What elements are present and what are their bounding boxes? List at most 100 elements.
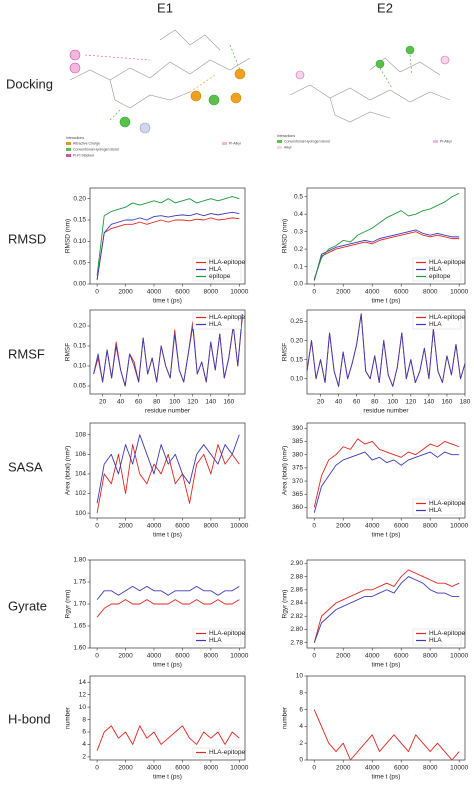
x-tick-label: 10000	[450, 765, 468, 772]
x-tick-label: 2000	[336, 523, 351, 530]
plot-frame	[89, 187, 246, 285]
y-axis-label: RMSF	[65, 343, 72, 361]
x-tick-label: 4000	[365, 765, 380, 772]
y-tick-label: 0.2	[294, 246, 303, 253]
x-tick-label: 140	[423, 399, 434, 406]
x-tick-label: 40	[117, 399, 125, 406]
y-tick-label: 102	[75, 490, 86, 497]
y-tick-label: 0.20	[73, 323, 86, 330]
x-tick-label: 6000	[175, 523, 190, 530]
legend-label: HLA	[429, 507, 442, 514]
legend-label: HLA-epitope	[209, 259, 246, 266]
x-tick-label: 20	[317, 399, 325, 406]
y-tick-label: 360	[292, 504, 303, 511]
y-tick-label: 0.05	[73, 383, 86, 390]
y-tick-label: 390	[292, 425, 303, 432]
x-tick-label: 100	[387, 399, 398, 406]
plot-frame	[306, 422, 466, 519]
column-label: E2	[377, 0, 393, 15]
x-tick-label: 2000	[336, 289, 351, 296]
y-tick-label: 0.15	[73, 217, 86, 224]
y-axis-label: RMSD (nm)	[282, 219, 289, 253]
plot-frame	[306, 559, 466, 649]
x-tick-label: 0	[312, 289, 316, 296]
y-axis-label: RMSF	[282, 343, 289, 361]
y-tick-label: 0.15	[73, 343, 86, 350]
y-tick-label: 100	[75, 510, 86, 517]
x-tick-label: 8000	[423, 765, 438, 772]
y-axis-label: Area (total) (nm²)	[65, 446, 72, 495]
x-tick-label: 10000	[450, 289, 468, 296]
y-tick-label: 6	[82, 729, 86, 736]
series-line	[313, 709, 460, 761]
y-tick-label: 2.90	[290, 560, 303, 567]
y-tick-label: 0.10	[73, 363, 86, 370]
y-tick-label: 4	[82, 741, 86, 748]
y-tick-label: 2.88	[290, 573, 303, 580]
y-tick-label: 6	[299, 706, 303, 713]
legend-label: HLA	[429, 637, 442, 644]
series-line	[93, 313, 243, 387]
x-tick-label: 6000	[394, 289, 409, 296]
x-tick-label: 6000	[175, 765, 190, 772]
legend-label: HLA	[429, 321, 442, 328]
x-axis-label: time t (ps)	[372, 532, 401, 539]
x-tick-label: 2000	[118, 289, 133, 296]
x-tick-label: 4000	[365, 289, 380, 296]
x-tick-label: 180	[460, 399, 471, 406]
legend-label: HLA	[209, 321, 222, 328]
series-line	[313, 438, 460, 508]
x-tick-label: 120	[405, 399, 416, 406]
series-line	[306, 313, 466, 387]
docking-legend-item: Attractive Charge	[73, 141, 100, 145]
x-tick-label: 10000	[230, 289, 248, 296]
legend-box	[192, 747, 242, 758]
docking-diagram-e1	[66, 29, 251, 157]
plot-frame	[306, 309, 466, 395]
x-tick-label: 0	[312, 765, 316, 772]
y-tick-label: 0.5	[294, 193, 303, 200]
y-tick-label: 106	[75, 451, 86, 458]
x-axis-label: residue number	[145, 408, 191, 415]
y-tick-label: 1.65	[73, 623, 86, 630]
x-tick-label: 10000	[450, 653, 468, 660]
docking-diagram-e2	[277, 45, 451, 149]
x-tick-label: 60	[135, 399, 143, 406]
docking-legend-item: Pi-Alkyl	[440, 139, 452, 143]
row-label: SASA	[8, 459, 43, 474]
legend-label: HLA-epitope	[209, 630, 246, 637]
legend-label: HLA-epitope	[429, 314, 466, 321]
plot-frame	[306, 675, 466, 761]
x-tick-label: 2000	[336, 765, 351, 772]
x-axis-label: time t (ps)	[153, 298, 182, 305]
y-tick-label: 2.86	[290, 586, 303, 593]
y-tick-label: 108	[75, 431, 86, 438]
series-line	[96, 725, 240, 751]
legend-label: epitope	[209, 273, 231, 280]
legend-label: HLA	[209, 266, 222, 273]
legend-box	[412, 257, 462, 282]
legend-label: HLA-epitope	[429, 630, 466, 637]
x-tick-label: 4000	[365, 653, 380, 660]
x-tick-label: 8000	[423, 523, 438, 530]
legend-label: HLA-epitope	[209, 314, 246, 321]
x-axis-label: time t (ps)	[372, 298, 401, 305]
x-tick-label: 6000	[394, 523, 409, 530]
x-tick-label: 80	[153, 399, 161, 406]
y-tick-label: 2.78	[290, 639, 303, 646]
series-line	[313, 576, 460, 643]
plot-frame	[306, 187, 466, 285]
x-tick-label: 2000	[118, 765, 133, 772]
y-tick-label: 0.20	[290, 337, 303, 344]
x-axis-label: residue number	[363, 408, 409, 415]
docking-legend-item: Conventional Hydrogen Bond	[73, 147, 119, 151]
series-line	[96, 585, 240, 600]
y-tick-label: 10	[296, 673, 304, 680]
y-tick-label: 8	[82, 716, 86, 723]
x-tick-label: 10000	[230, 523, 248, 530]
x-tick-label: 8000	[204, 289, 219, 296]
y-tick-label: 1.80	[73, 557, 86, 564]
y-tick-label: 0.10	[290, 375, 303, 382]
x-tick-label: 0	[95, 653, 99, 660]
y-tick-label: 0.00	[73, 281, 86, 288]
